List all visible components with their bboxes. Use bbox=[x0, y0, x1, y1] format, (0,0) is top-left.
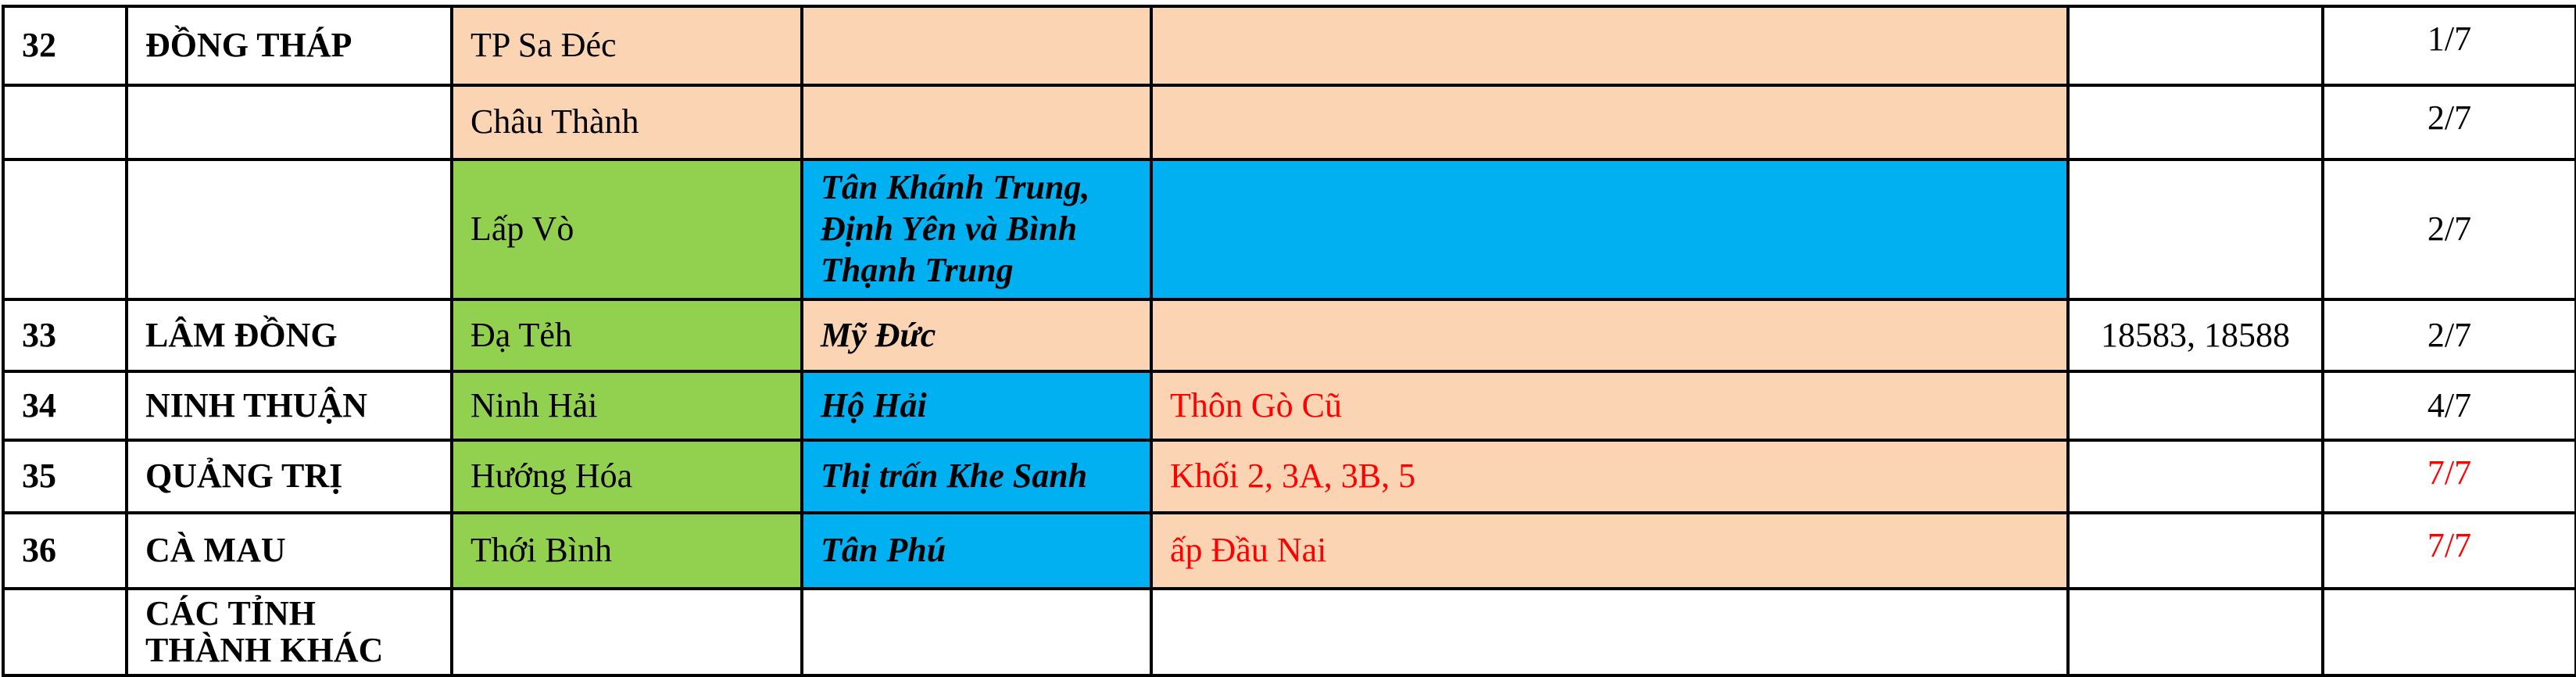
area-name-cell bbox=[1150, 84, 2070, 161]
row-number-cell: 34 bbox=[2, 370, 128, 442]
commune-name-cell bbox=[800, 84, 1153, 161]
province-name-cell bbox=[125, 158, 453, 301]
case-codes-cell bbox=[2067, 511, 2324, 590]
case-codes-cell bbox=[2067, 5, 2324, 87]
row-number-cell: 35 bbox=[2, 439, 128, 514]
date-cell: 2/7 bbox=[2322, 158, 2576, 301]
table-row: 32 ĐỒNG THÁP TP Sa Đéc 1/7 bbox=[2, 5, 2576, 87]
province-name-cell: CÁC TỈNH THÀNH KHÁC bbox=[125, 587, 453, 677]
row-number-cell: 33 bbox=[2, 298, 128, 373]
province-name-cell: CÀ MAU bbox=[125, 511, 453, 590]
date-cell: 7/7 bbox=[2322, 511, 2576, 590]
commune-name-cell: Tân Khánh Trung, Định Yên và Bình Thạnh … bbox=[800, 158, 1153, 301]
date-cell: 7/7 bbox=[2322, 439, 2576, 514]
commune-name-cell: Mỹ Đức bbox=[800, 298, 1153, 373]
table-row: 35 QUẢNG TRỊ Hướng Hóa Thị trấn Khe Sanh Khố… bbox=[2, 439, 2576, 514]
area-name-cell: Thôn Gò Cũ bbox=[1150, 370, 2070, 442]
case-codes-cell bbox=[2067, 439, 2324, 514]
district-name-cell: TP Sa Đéc bbox=[450, 5, 803, 87]
district-name-cell: Lấp Vò bbox=[450, 158, 803, 301]
district-name-cell bbox=[450, 587, 803, 677]
province-name-cell: LÂM ĐỒNG bbox=[125, 298, 453, 373]
area-name-cell bbox=[1150, 5, 2070, 87]
row-number-cell: 32 bbox=[2, 5, 128, 87]
area-name-cell bbox=[1150, 158, 2070, 301]
date-cell: 4/7 bbox=[2322, 370, 2576, 442]
commune-name-cell bbox=[800, 587, 1153, 677]
district-name-cell: Đạ Tẻh bbox=[450, 298, 803, 373]
date-cell: 2/7 bbox=[2322, 84, 2576, 161]
case-codes-cell bbox=[2067, 587, 2324, 677]
commune-name-cell bbox=[800, 5, 1153, 87]
province-name-cell: ĐỒNG THÁP bbox=[125, 5, 453, 87]
row-number-cell bbox=[2, 587, 128, 677]
date-cell: 2/7 bbox=[2322, 298, 2576, 373]
area-name-cell: ấp Đầu Nai bbox=[1150, 511, 2070, 590]
commune-name-cell: Tân Phú bbox=[800, 511, 1153, 590]
province-name-cell: NINH THUẬN bbox=[125, 370, 453, 442]
row-number-cell bbox=[2, 84, 128, 161]
area-name-cell bbox=[1150, 587, 2070, 677]
province-name-cell bbox=[125, 84, 453, 161]
case-codes-cell bbox=[2067, 84, 2324, 161]
table-row: Châu Thành 2/7 bbox=[2, 84, 2576, 161]
table-row: Lấp Vò Tân Khánh Trung, Định Yên và Bình … bbox=[2, 158, 2576, 301]
date-cell bbox=[2322, 587, 2576, 677]
row-number-cell bbox=[2, 158, 128, 301]
commune-name-cell: Thị trấn Khe Sanh bbox=[800, 439, 1153, 514]
table-row: 36 CÀ MAU Thới Bình Tân Phú ấp Đầu Nai 7/7 bbox=[2, 511, 2576, 590]
date-cell: 1/7 bbox=[2322, 5, 2576, 87]
district-name-cell: Hướng Hóa bbox=[450, 439, 803, 514]
case-codes-cell bbox=[2067, 370, 2324, 442]
outbreak-table: 32 ĐỒNG THÁP TP Sa Đéc 1/7 Châu Thành 2/7 Lấp … bbox=[2, 5, 2576, 677]
table-row: 34 NINH THUẬN Ninh Hải Hộ Hải Thôn Gò Cũ 4/7 bbox=[2, 370, 2576, 442]
case-codes-cell: 18583, 18588 bbox=[2067, 298, 2324, 373]
row-number-cell: 36 bbox=[2, 511, 128, 590]
table-row: 33 LÂM ĐỒNG Đạ Tẻh Mỹ Đức 18583, 18588 2/7 bbox=[2, 298, 2576, 373]
province-name-cell: QUẢNG TRỊ bbox=[125, 439, 453, 514]
area-name-cell bbox=[1150, 298, 2070, 373]
commune-name-cell: Hộ Hải bbox=[800, 370, 1153, 442]
area-name-cell: Khối 2, 3A, 3B, 5 bbox=[1150, 439, 2070, 514]
district-name-cell: Ninh Hải bbox=[450, 370, 803, 442]
district-name-cell: Châu Thành bbox=[450, 84, 803, 161]
table-row: CÁC TỈNH THÀNH KHÁC bbox=[2, 587, 2576, 677]
district-name-cell: Thới Bình bbox=[450, 511, 803, 590]
case-codes-cell bbox=[2067, 158, 2324, 301]
